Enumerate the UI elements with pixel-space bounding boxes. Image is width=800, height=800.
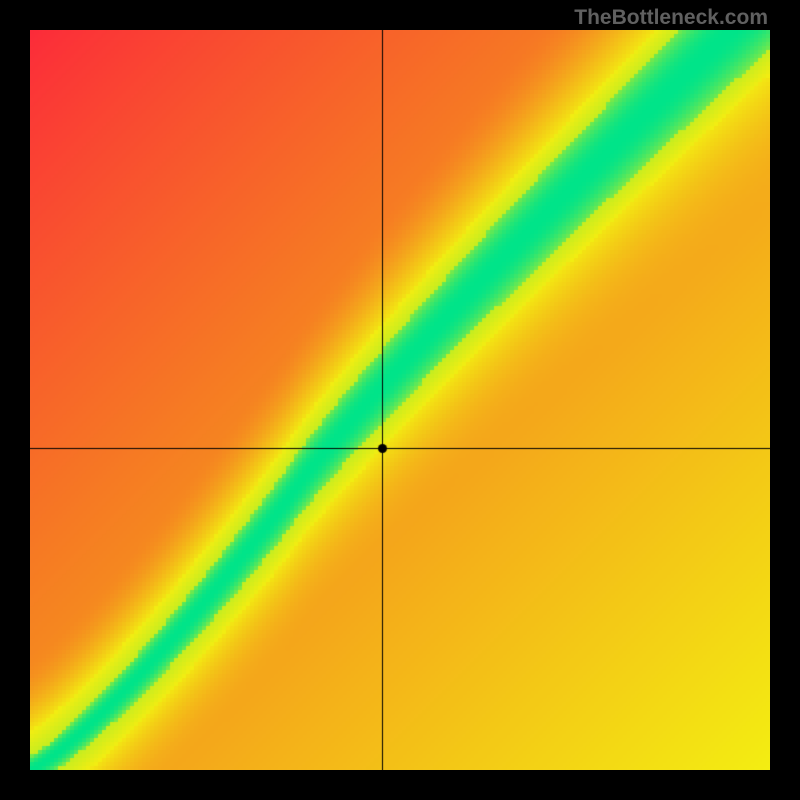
watermark-text: TheBottleneck.com bbox=[574, 6, 768, 30]
chart-container: TheBottleneck.com bbox=[0, 0, 800, 800]
bottleneck-heatmap bbox=[30, 30, 770, 770]
